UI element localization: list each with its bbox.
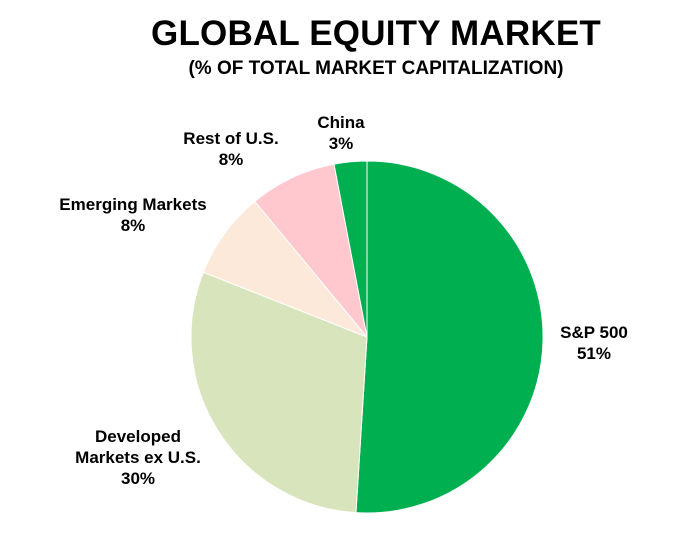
pie-slice-s-p-500 xyxy=(355,160,544,514)
slice-value-label: 30% xyxy=(120,469,156,488)
slice-label-s-p-500: S&P 500 51% xyxy=(560,322,628,364)
chart-subtitle: (% OF TOTAL MARKET CAPITALIZATION) xyxy=(188,58,564,79)
pie-slice-rest-of-u-s xyxy=(254,163,368,338)
chart-title: GLOBAL EQUITY MARKET xyxy=(151,14,601,53)
slice-value-label: 8% xyxy=(218,150,244,169)
slice-name-line: Markets ex U.S. xyxy=(75,448,201,467)
slice-name-line: China xyxy=(317,113,365,132)
slice-label-emerging-markets: Emerging Markets 8% xyxy=(59,194,206,236)
pie-slice-developed-markets-ex-u-s xyxy=(190,271,368,514)
pie-slice-emerging-markets xyxy=(202,200,368,338)
slice-label-rest-of-u-s: Rest of U.S. 8% xyxy=(183,128,278,170)
pie-slice-china xyxy=(333,160,368,338)
slice-name-line: S&P 500 xyxy=(560,323,628,342)
slice-name-line: Rest of U.S. xyxy=(183,129,279,148)
slice-name-line: Emerging Markets xyxy=(59,195,207,214)
slice-value-label: 3% xyxy=(328,134,354,153)
slice-value-label: 51% xyxy=(576,344,612,363)
slice-value-label: 8% xyxy=(120,216,146,235)
slice-name-line: Developed xyxy=(95,427,181,446)
slice-label-china: China 3% xyxy=(317,112,364,154)
slice-label-developed-markets-ex-u-s: Developed Markets ex U.S. 30% xyxy=(75,426,201,489)
